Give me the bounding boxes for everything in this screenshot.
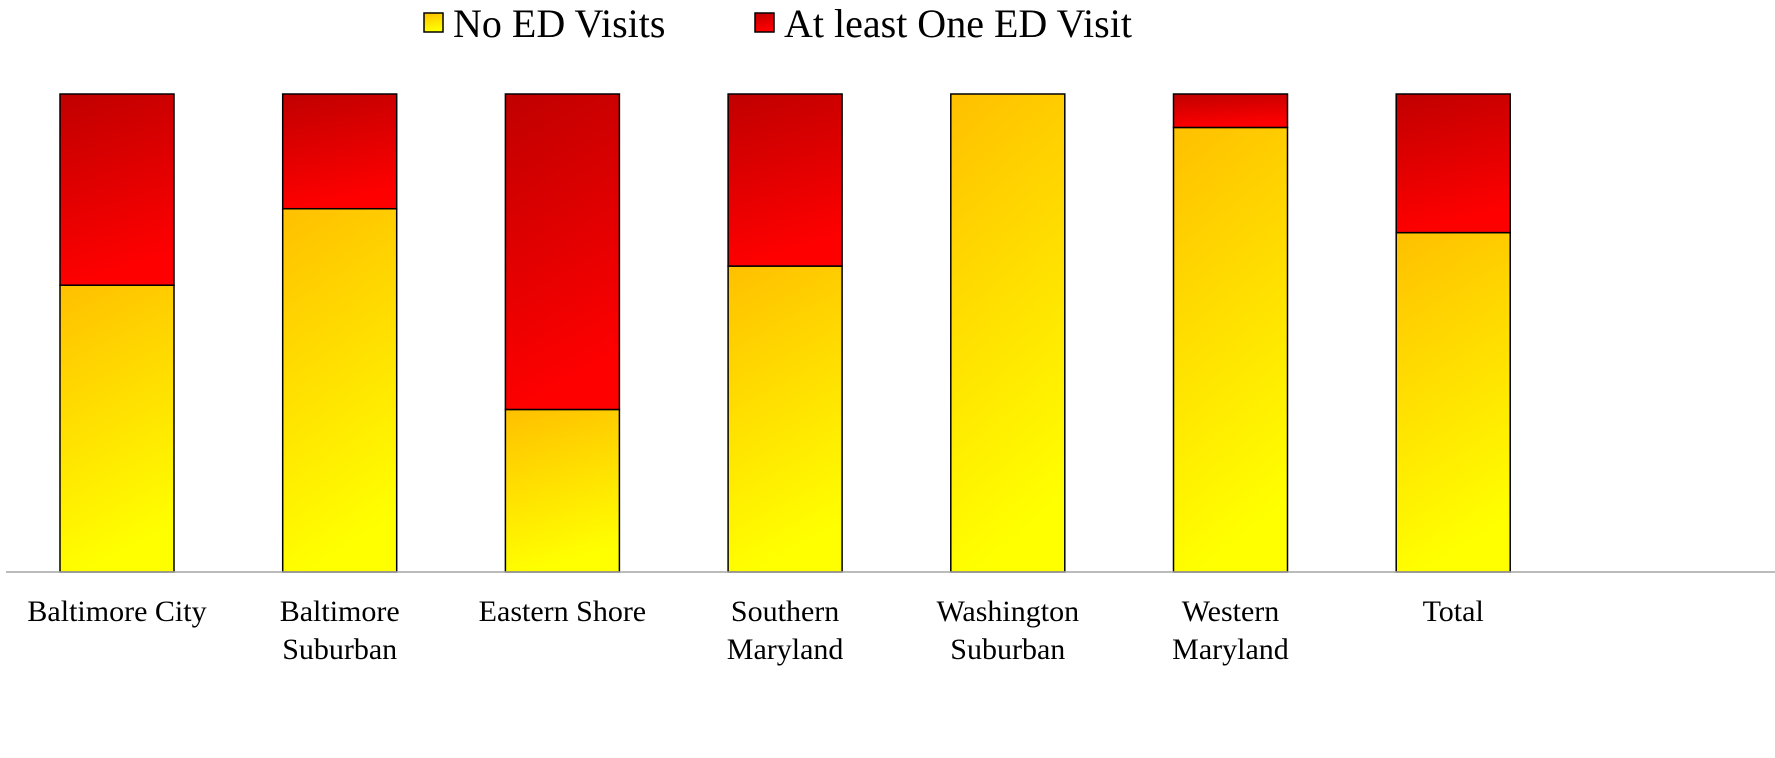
x-tick-label: Washington <box>937 595 1080 628</box>
bar-no-ed-visits-2 <box>504 408 621 573</box>
legend: No ED Visits At least One ED Visit <box>423 1 1132 46</box>
x-tick-label: Baltimore <box>280 595 400 628</box>
x-tick-label: Suburban <box>950 633 1065 666</box>
x-tick-label: Southern <box>731 595 839 628</box>
bar-no-ed-visits-4 <box>950 93 1066 573</box>
bar-no-ed-visits-1 <box>281 207 398 573</box>
bar-at-least-one-ed-visit-2 <box>504 93 621 411</box>
bar-at-least-one-ed-visit-3 <box>727 93 843 267</box>
x-tick-label: Maryland <box>1172 633 1289 666</box>
bar-no-ed-visits-0 <box>59 284 175 573</box>
bars <box>59 93 1511 573</box>
x-tick-label: Maryland <box>727 633 844 666</box>
bar-no-ed-visits-6 <box>1395 231 1511 573</box>
bar-at-least-one-ed-visit-1 <box>281 93 398 210</box>
x-tick-label: Suburban <box>282 633 397 666</box>
x-axis-labels: Baltimore City Baltimore Suburban Eastern S… <box>27 595 1483 666</box>
bar-no-ed-visits-5 <box>1172 126 1289 573</box>
x-tick-label: Eastern Shore <box>479 595 646 628</box>
bar-at-least-one-ed-visit-6 <box>1395 93 1511 234</box>
x-tick-label: Baltimore City <box>27 595 206 628</box>
x-tick-label: Western <box>1182 595 1280 628</box>
legend-label-no-ed-visits: No ED Visits <box>453 1 665 46</box>
legend-swatch-no-ed-visits <box>423 12 444 33</box>
legend-label-at-least-one-ed-visit: At least One ED Visit <box>784 1 1132 46</box>
legend-swatch-at-least-one-ed-visit <box>754 12 775 33</box>
bar-no-ed-visits-3 <box>727 265 843 573</box>
bar-at-least-one-ed-visit-0 <box>59 93 175 286</box>
x-tick-label: Total <box>1423 595 1484 628</box>
bar-at-least-one-ed-visit-5 <box>1172 93 1289 129</box>
